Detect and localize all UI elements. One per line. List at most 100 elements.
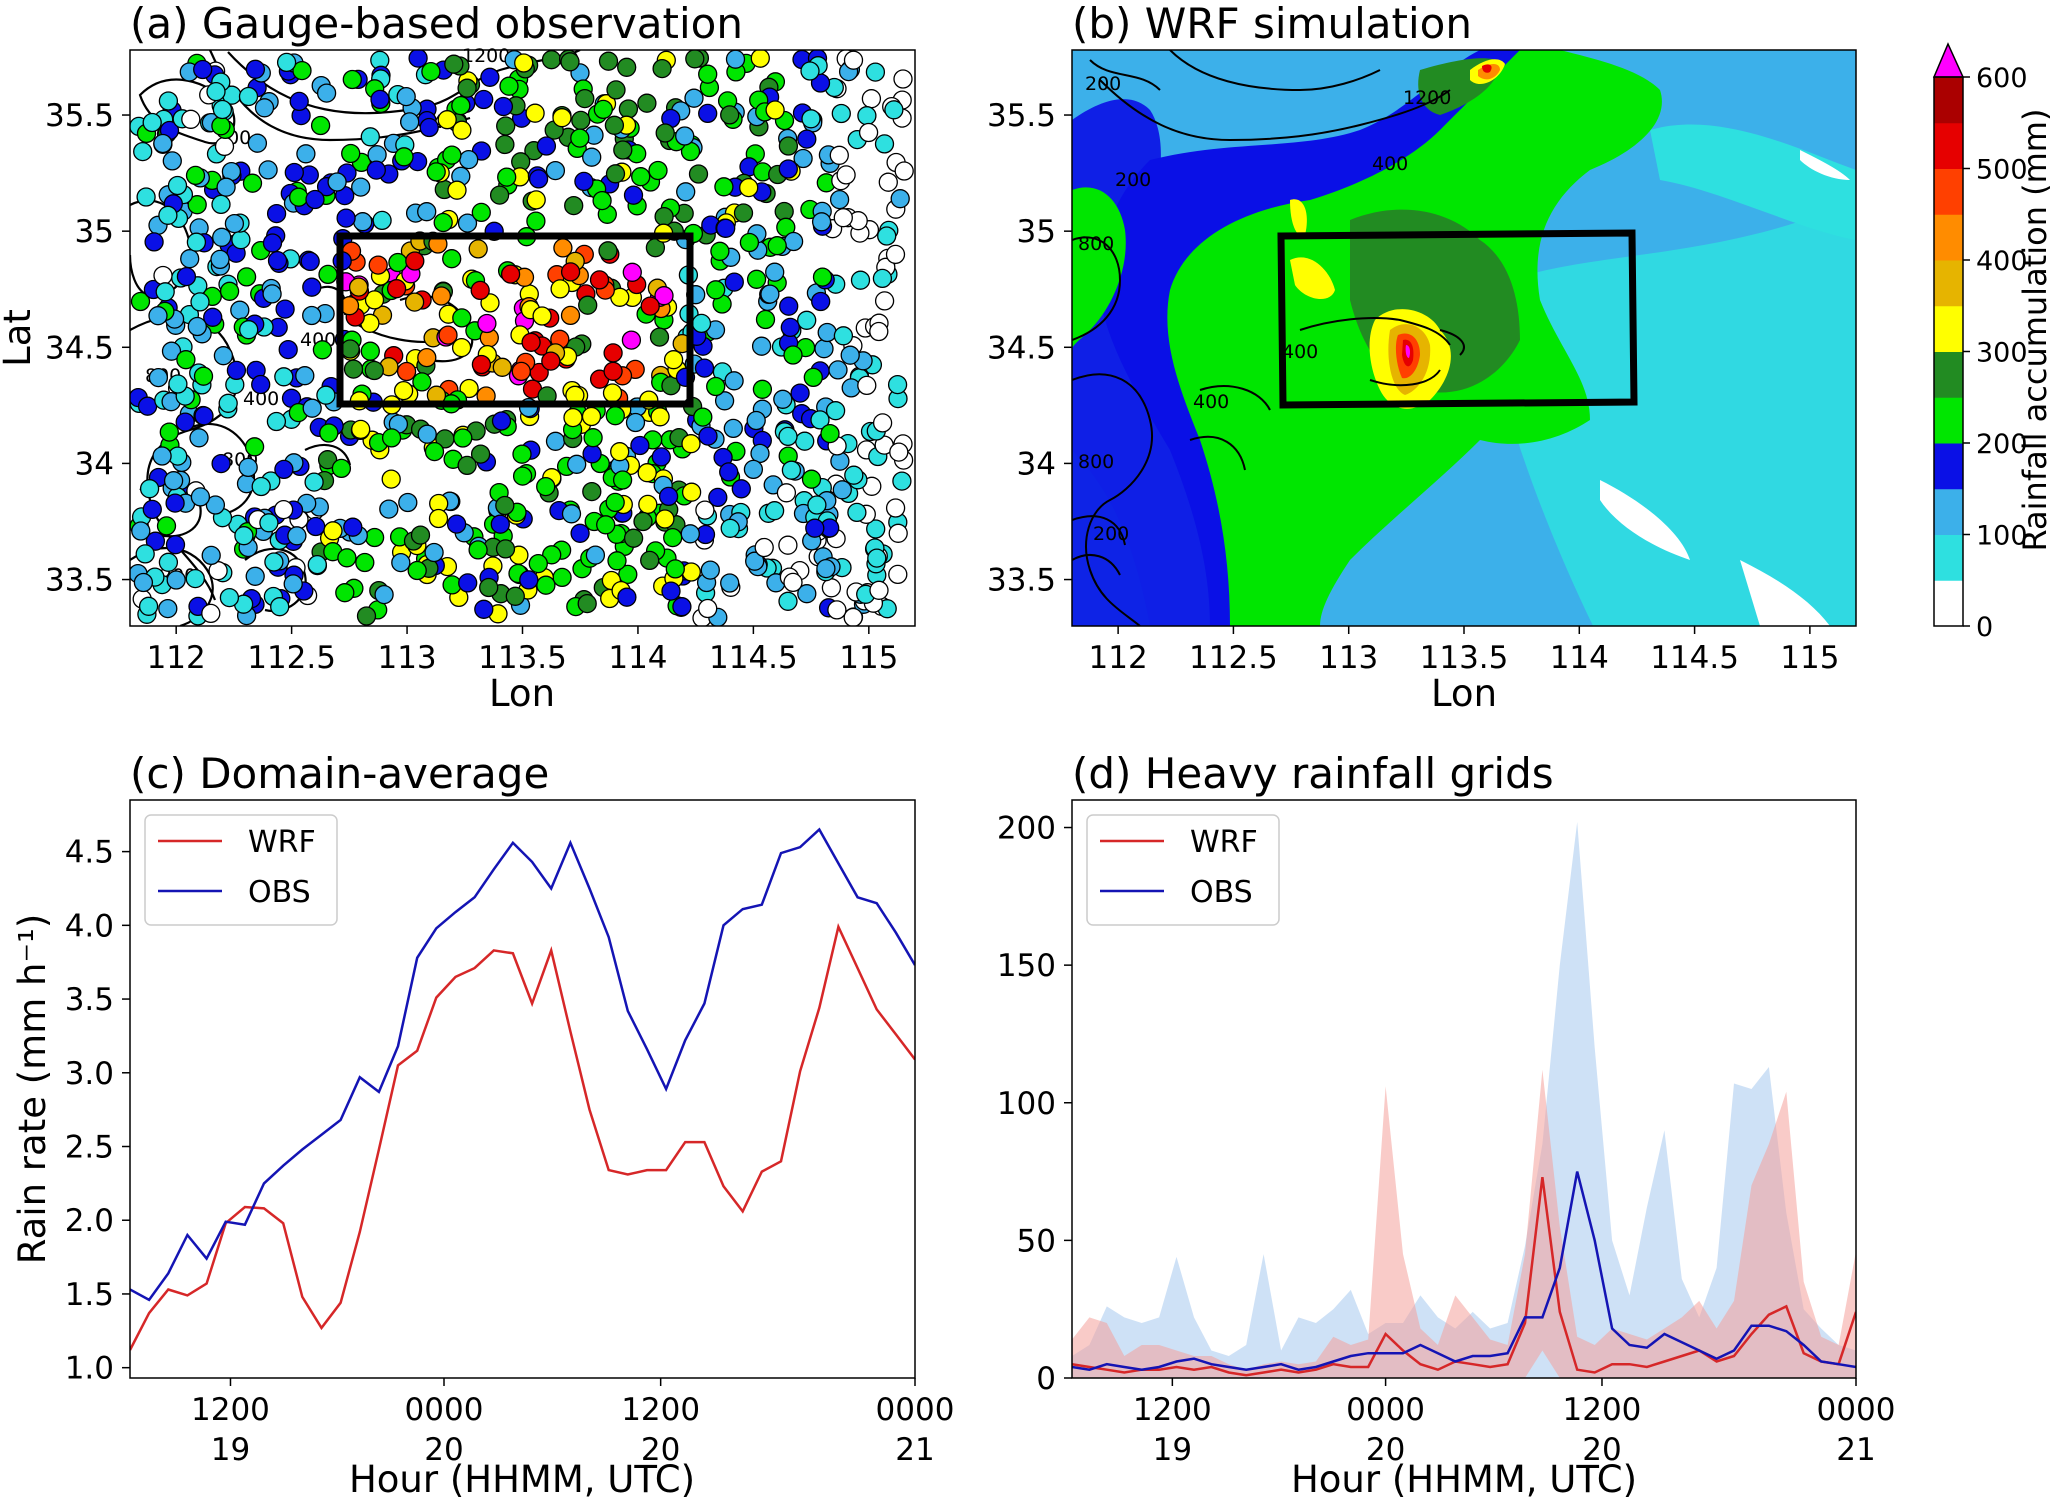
gauge-marker [360, 341, 380, 361]
gauge-marker [545, 160, 566, 181]
gauge-marker [803, 367, 823, 388]
series-line-obs [130, 827, 915, 1302]
gauge-marker [867, 548, 887, 568]
panel-a: (a) Gauge-based observation 1200 400 400… [0, 0, 916, 715]
gauge-marker [203, 307, 223, 327]
gauge-marker [474, 89, 494, 110]
gauge-marker [491, 411, 512, 431]
gauge-marker [312, 340, 333, 360]
gauge-marker [894, 161, 914, 181]
gauge-marker [800, 61, 820, 81]
contour-label: 800 [1078, 233, 1114, 255]
panel-a-ylabel: Lat [0, 309, 39, 367]
gauge-marker [238, 86, 259, 107]
gauge-marker [840, 345, 860, 365]
gauge-marker [166, 570, 186, 590]
colorbar-tick-label: 0 [1976, 612, 1993, 643]
contour-label: 200 [1085, 73, 1121, 95]
gauge-marker [767, 236, 787, 256]
gauge-marker [287, 526, 307, 546]
gauge-marker [550, 279, 570, 299]
gauge-marker [296, 144, 316, 164]
gauge-marker [541, 50, 562, 70]
gauge-marker [648, 160, 668, 181]
gauge-marker [724, 272, 744, 292]
y-tick-label: 2.5 [65, 1130, 114, 1166]
gauge-marker [244, 437, 265, 457]
contour-label: 800 [1078, 451, 1114, 473]
panel-c-frame [129, 799, 916, 1379]
panel-d-legend: WRF OBS [1086, 814, 1280, 926]
gauge-marker [393, 380, 414, 401]
gauge-marker [471, 202, 491, 223]
gauge-marker [236, 267, 257, 287]
gauge-marker [694, 358, 715, 378]
gauge-marker [885, 244, 906, 265]
gauge-marker [655, 509, 675, 529]
y-tick-label: 35 [1017, 214, 1056, 250]
gauge-marker [869, 321, 889, 342]
gauge-marker [874, 134, 895, 154]
gauge-marker [492, 357, 512, 377]
colorbar-segment [1934, 77, 1963, 124]
gauge-marker [145, 531, 166, 551]
gauge-marker [676, 182, 696, 202]
contour-label: 400 [1193, 391, 1229, 413]
contour-label: 200 [1115, 169, 1151, 191]
gauge-marker [571, 110, 591, 131]
gauge-marker [828, 360, 848, 380]
gauge-marker [598, 51, 619, 71]
gauge-marker [148, 306, 168, 326]
gauge-marker [163, 471, 184, 491]
gauge-marker [410, 525, 431, 545]
gauge-marker [526, 211, 546, 231]
colorbar-segment [1934, 443, 1963, 490]
gauge-marker [194, 406, 214, 426]
gauge-marker [825, 401, 846, 421]
gauge-marker [417, 424, 437, 444]
gauge-marker [421, 61, 441, 82]
gauge-marker [680, 524, 700, 544]
gauge-marker [386, 279, 407, 299]
colorbar-segment [1934, 397, 1963, 444]
gauge-marker [618, 99, 639, 119]
x-tick-label-day: 19 [1153, 1432, 1192, 1468]
gauge-marker [499, 76, 519, 96]
gauge-marker [500, 264, 521, 284]
gauge-marker [606, 80, 626, 100]
series-band-wrf [1072, 1069, 1856, 1378]
panel-a-xlabel: Lon [489, 672, 555, 715]
gauge-marker [259, 513, 279, 533]
panel-d-x-axis: 1200 19 0000 20 1200 20 0000 21 [1133, 1378, 1895, 1468]
gauge-marker [360, 127, 380, 147]
y-tick-label: 3.0 [65, 1056, 114, 1092]
rain-region-none [1800, 150, 1850, 180]
gauge-marker [158, 205, 178, 225]
gauge-marker [528, 169, 549, 189]
gauge-marker [254, 98, 275, 118]
gauge-marker [270, 597, 290, 617]
panel-d-xlabel: Hour (HHMM, UTC) [1291, 1458, 1637, 1501]
panel-c-title: (c) Domain-average [130, 749, 549, 798]
gauge-marker [142, 499, 162, 520]
gauge-marker [869, 580, 889, 600]
gauge-marker [426, 162, 446, 182]
gauge-marker [224, 213, 245, 234]
x-tick-label: 113.5 [478, 640, 567, 676]
gauge-marker [751, 336, 772, 356]
colorbar-tick-label: 300 [1976, 338, 2028, 369]
gauge-marker [567, 454, 587, 474]
gauge-marker [278, 339, 298, 360]
gauge-marker [541, 351, 561, 371]
gauge-marker [348, 277, 369, 297]
gauge-marker [480, 67, 500, 87]
gauge-marker [442, 249, 462, 269]
gauge-marker [760, 284, 780, 304]
gauge-marker [316, 83, 337, 103]
contour-label: 1200 [1403, 87, 1451, 109]
gauge-marker [700, 560, 720, 580]
gauge-marker [201, 603, 221, 624]
x-tick-label: 0000 [1346, 1392, 1425, 1428]
gauge-marker [783, 231, 804, 252]
gauge-marker [695, 500, 715, 520]
